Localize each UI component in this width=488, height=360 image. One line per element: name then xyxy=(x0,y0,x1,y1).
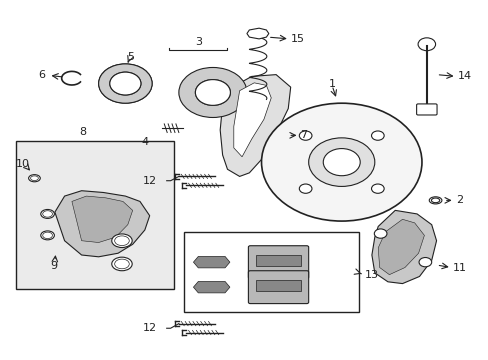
FancyBboxPatch shape xyxy=(248,271,308,303)
Circle shape xyxy=(195,80,230,105)
Polygon shape xyxy=(377,219,424,275)
Text: 5: 5 xyxy=(126,52,133,62)
Ellipse shape xyxy=(112,234,132,248)
Circle shape xyxy=(261,103,421,221)
Circle shape xyxy=(371,184,384,193)
Text: 9: 9 xyxy=(50,261,58,271)
FancyBboxPatch shape xyxy=(416,104,436,115)
Text: 13: 13 xyxy=(365,270,378,280)
Ellipse shape xyxy=(112,257,132,271)
Text: 15: 15 xyxy=(290,34,304,44)
Ellipse shape xyxy=(29,175,40,182)
Polygon shape xyxy=(72,196,132,243)
Ellipse shape xyxy=(41,210,54,219)
Text: 7: 7 xyxy=(300,130,307,140)
Circle shape xyxy=(99,64,152,103)
Text: 12: 12 xyxy=(142,323,157,333)
Text: 11: 11 xyxy=(452,262,466,273)
Circle shape xyxy=(308,138,374,186)
Text: 14: 14 xyxy=(457,71,470,81)
Polygon shape xyxy=(193,256,229,268)
Circle shape xyxy=(418,257,431,267)
Polygon shape xyxy=(55,191,149,257)
Text: 1: 1 xyxy=(328,78,335,89)
FancyBboxPatch shape xyxy=(248,246,308,279)
Circle shape xyxy=(373,229,386,238)
Text: 8: 8 xyxy=(80,127,86,137)
Polygon shape xyxy=(233,83,271,157)
FancyBboxPatch shape xyxy=(183,232,358,312)
Circle shape xyxy=(371,131,384,140)
Text: 2: 2 xyxy=(455,195,462,205)
Circle shape xyxy=(323,149,360,176)
Wedge shape xyxy=(179,67,246,117)
Ellipse shape xyxy=(41,231,54,240)
FancyBboxPatch shape xyxy=(16,141,174,289)
Text: 6: 6 xyxy=(38,69,45,80)
Polygon shape xyxy=(193,282,229,293)
FancyBboxPatch shape xyxy=(256,255,300,266)
Wedge shape xyxy=(99,64,152,103)
Text: 4: 4 xyxy=(141,138,148,148)
Polygon shape xyxy=(246,28,268,39)
Circle shape xyxy=(299,131,311,140)
Text: 3: 3 xyxy=(194,37,202,48)
Circle shape xyxy=(299,184,311,193)
Circle shape xyxy=(110,72,141,95)
Polygon shape xyxy=(371,210,436,284)
Polygon shape xyxy=(220,75,290,176)
Ellipse shape xyxy=(428,197,441,204)
Text: 10: 10 xyxy=(16,159,30,169)
Text: 12: 12 xyxy=(142,176,157,186)
FancyBboxPatch shape xyxy=(256,280,300,291)
